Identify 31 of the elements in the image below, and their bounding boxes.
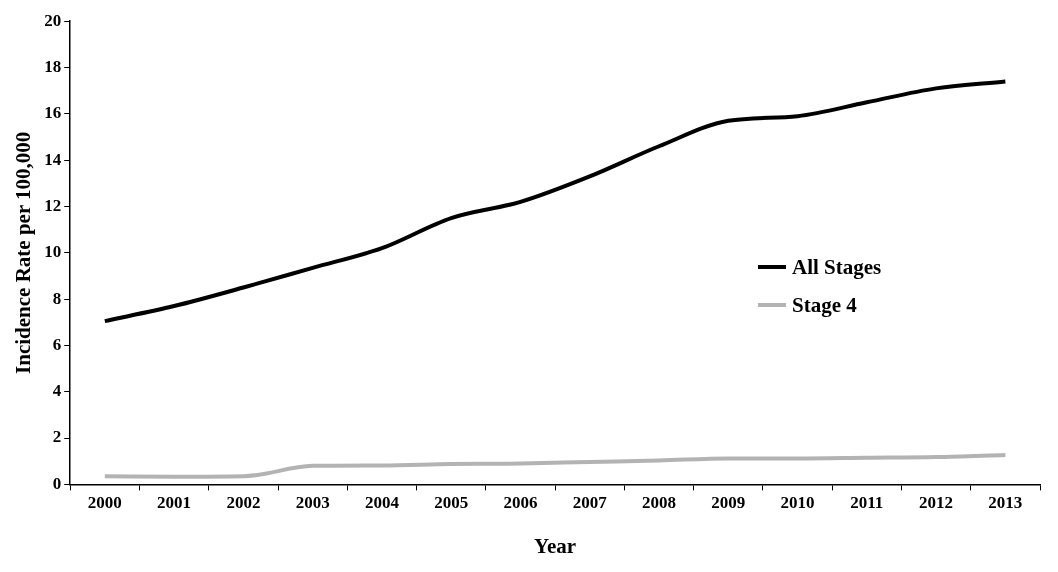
y-axis-title: Incidence Rate per 100,000 xyxy=(11,131,36,374)
y-tick-label: 2 xyxy=(52,427,62,447)
x-tick-label: 2009 xyxy=(711,492,746,512)
line-series xyxy=(102,79,1008,324)
x-tick-label: 2003 xyxy=(295,492,330,512)
y-tick-label: 4 xyxy=(52,381,62,401)
y-tick-label: 6 xyxy=(52,334,62,354)
y-tick-label: 0 xyxy=(52,473,62,493)
y-tick-label: 12 xyxy=(44,195,62,215)
x-tick-label: 2007 xyxy=(572,492,608,512)
y-tick-label: 18 xyxy=(44,56,62,76)
y-tick-label: 20 xyxy=(44,10,62,30)
y-tick-label: 8 xyxy=(52,288,62,308)
x-tick-label: 2001 xyxy=(157,492,192,512)
x-tick-label: 2011 xyxy=(850,492,884,512)
x-tick-label: 2013 xyxy=(988,492,1023,512)
legend-label: All Stages xyxy=(792,254,882,280)
y-tick-label: 10 xyxy=(44,242,62,262)
x-tick-label: 2008 xyxy=(642,492,677,512)
x-axis-title: Year xyxy=(534,533,577,558)
x-tick-label: 2005 xyxy=(434,492,469,512)
y-tick-label: 16 xyxy=(44,103,62,123)
y-tick-label: 14 xyxy=(44,149,62,169)
legend-label: Stage 4 xyxy=(792,292,857,318)
x-tick-label: 2004 xyxy=(364,492,400,512)
x-tick-label: 2012 xyxy=(919,492,954,512)
line-series xyxy=(102,452,1008,479)
x-tick-label: 2006 xyxy=(503,492,538,512)
x-tick-label: 2010 xyxy=(780,492,815,512)
x-tick-label: 2002 xyxy=(226,492,261,512)
x-tick-label: 2000 xyxy=(87,492,122,512)
